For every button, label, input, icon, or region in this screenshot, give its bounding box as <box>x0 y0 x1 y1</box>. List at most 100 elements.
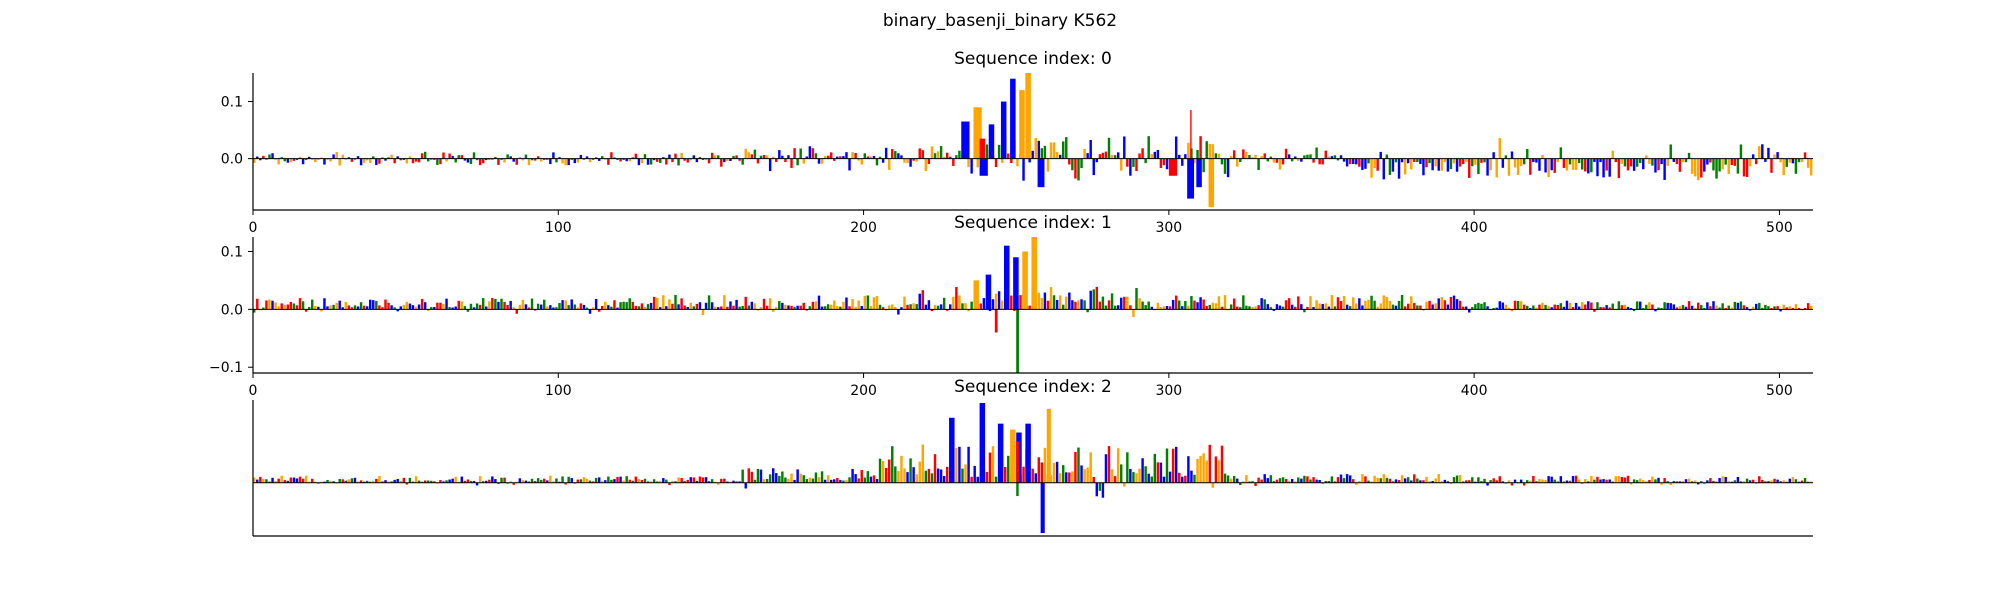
logo-glyph <box>524 154 528 159</box>
logo-glyph <box>778 475 781 483</box>
logo-glyph <box>1065 472 1068 483</box>
logo-glyph <box>1394 305 1398 310</box>
logo-glyph <box>1049 475 1053 483</box>
logo-glyph <box>353 477 357 483</box>
logo-glyph <box>1764 158 1767 162</box>
logo-glyph <box>1028 158 1031 163</box>
logo-glyph <box>1138 153 1141 159</box>
logo-glyph <box>1608 479 1611 483</box>
logo-glyph <box>1037 140 1041 159</box>
logo-glyph <box>1529 480 1532 483</box>
logo-glyph <box>1104 151 1108 159</box>
logo-glyph <box>533 481 537 483</box>
logo-glyph <box>329 305 332 310</box>
logo-glyph <box>1339 155 1343 159</box>
logo-glyph <box>1809 481 1813 483</box>
logo-glyph <box>356 156 360 159</box>
logo-glyph <box>1376 477 1379 483</box>
logo-glyph <box>692 477 696 483</box>
logo-glyph <box>915 474 918 483</box>
logo-glyph <box>1052 142 1056 159</box>
logo-glyph <box>805 309 808 311</box>
logo-glyph <box>958 150 961 159</box>
logo-glyph <box>1562 481 1566 483</box>
logo-glyph <box>405 301 409 310</box>
logo-glyph <box>1446 158 1450 172</box>
logo-glyph <box>775 307 778 310</box>
logo-glyph <box>1733 301 1737 310</box>
logo-glyph <box>436 302 439 310</box>
logo-glyph <box>543 478 546 483</box>
logo-glyph <box>1547 306 1550 310</box>
logo-glyph <box>1486 482 1489 486</box>
logo-glyph <box>1648 158 1651 164</box>
logo-glyph <box>1287 480 1291 483</box>
logo-glyph <box>1290 158 1294 162</box>
logo-glyph <box>436 158 439 165</box>
logo-glyph <box>1242 481 1245 483</box>
logo-glyph <box>564 158 567 166</box>
logo-glyph <box>652 296 656 310</box>
logo-glyph <box>1116 448 1120 483</box>
logo-glyph <box>869 476 873 483</box>
logo-glyph <box>677 304 680 310</box>
logo-glyph <box>1321 158 1324 165</box>
logo-glyph <box>362 305 366 310</box>
logo-glyph <box>1800 480 1804 483</box>
logo-glyph <box>1706 158 1709 165</box>
logo-glyph <box>1776 152 1779 159</box>
logo-glyph <box>1199 136 1202 159</box>
logo-glyph <box>271 300 274 310</box>
logo-glyph <box>1477 158 1480 175</box>
logo-glyph <box>1391 158 1395 172</box>
logo-glyph <box>1239 307 1242 310</box>
logo-glyph <box>1324 303 1327 310</box>
logo-glyph <box>1693 158 1697 177</box>
logo-glyph <box>613 157 616 159</box>
logo-glyph <box>1718 307 1721 310</box>
logo-peak <box>1190 110 1192 159</box>
logo-glyph <box>945 466 949 483</box>
logo-glyph <box>558 303 561 310</box>
logo-glyph <box>1669 303 1672 310</box>
logo-glyph <box>1678 306 1682 310</box>
logo-glyph <box>842 480 845 483</box>
logo-glyph <box>955 286 958 310</box>
logo-glyph <box>1370 481 1373 483</box>
logo-glyph <box>897 309 900 315</box>
logo-glyph <box>298 157 302 159</box>
logo-glyph <box>1345 474 1349 483</box>
logo-peak <box>1196 158 1202 188</box>
logo-glyph <box>1367 158 1370 164</box>
logo-glyph <box>1672 158 1676 162</box>
logo-glyph <box>417 304 421 310</box>
logo-glyph <box>433 307 436 310</box>
logo-peak <box>1013 257 1019 310</box>
logo-glyph <box>494 298 497 310</box>
logo-glyph <box>1458 158 1462 167</box>
logo-glyph <box>1724 307 1727 310</box>
logo-glyph <box>1675 158 1679 165</box>
logo-glyph <box>1562 306 1566 310</box>
logo-glyph <box>1342 478 1346 483</box>
logo-glyph <box>588 158 592 163</box>
logo-glyph <box>439 480 442 483</box>
logo-panel-1: Sequence index: 10.10.0−0.10 100 200 300 400… <box>209 213 1813 399</box>
logo-glyph <box>304 475 308 483</box>
logo-glyph <box>958 446 961 483</box>
logo-glyph <box>1413 158 1416 162</box>
logo-glyph <box>1718 158 1721 172</box>
logo-glyph <box>839 306 842 310</box>
logo-glyph <box>1129 305 1132 310</box>
logo-glyph <box>1385 297 1389 310</box>
logo-glyph <box>1553 304 1556 310</box>
logo-glyph <box>338 300 341 310</box>
logo-glyph <box>1043 447 1047 483</box>
logo-glyph <box>567 305 570 310</box>
logo-glyph <box>781 155 784 159</box>
logo-glyph <box>851 152 854 159</box>
logo-glyph <box>662 295 665 310</box>
logo-glyph <box>518 304 522 310</box>
logo-peak <box>979 138 986 159</box>
logo-glyph <box>1437 473 1440 483</box>
